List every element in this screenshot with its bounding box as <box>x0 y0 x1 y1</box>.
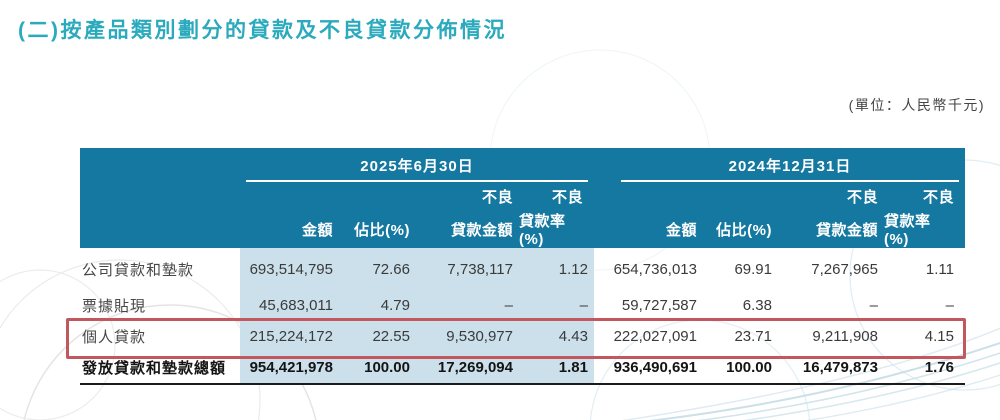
col-header-npl-ratio: 貸款率(%) <box>884 213 931 248</box>
table-header: 2025年6月30日 2024年12月31日 不良 不良 不良 不良 金額 佔比… <box>80 148 965 248</box>
table-cell: 4.43 <box>519 320 594 352</box>
table-body: 公司貸款和墊款 693,514,795 72.66 7,738,117 1.12… <box>80 248 965 385</box>
loan-distribution-table: 2025年6月30日 2024年12月31日 不良 不良 不良 不良 金額 佔比… <box>66 148 966 385</box>
header-gap <box>594 210 615 248</box>
table-cell: 72.66 <box>339 248 416 290</box>
table-cell: 16,479,873 <box>778 352 884 385</box>
table-cell: 100.00 <box>703 352 778 385</box>
table-cell: 215,224,172 <box>240 320 339 352</box>
col-header-npl-amount: 貸款金額 <box>450 221 513 239</box>
page-title: (二)按產品類別劃分的貸款及不良貸款分佈情況 <box>18 19 507 42</box>
table-cell: – <box>519 290 594 320</box>
table-cell: 1.12 <box>519 248 594 290</box>
table-cell: 7,738,117 <box>416 248 519 290</box>
table-cell: 954,421,978 <box>240 352 339 385</box>
table-cell: 936,490,691 <box>614 352 703 385</box>
table-cell: – <box>869 296 878 314</box>
table-cell: 1.76 <box>884 352 965 385</box>
table-cell: 693,514,795 <box>240 248 339 290</box>
col-header-npl-ratio: 貸款率(%) <box>519 213 566 248</box>
gap-cell <box>594 352 615 385</box>
table-cell: 1.81 <box>519 352 594 385</box>
table-cell: 59,727,587 <box>621 296 697 314</box>
table-cell: 4.79 <box>339 290 416 320</box>
table-cell: 222,027,091 <box>613 327 697 345</box>
header-spacer <box>80 210 240 248</box>
row-label-bill-discounting: 票據貼現 <box>82 297 147 315</box>
col-header-npl-prefix: 不良 <box>481 188 513 206</box>
table-cell: 9,211,908 <box>812 327 878 345</box>
gap-cell <box>594 248 615 290</box>
table-cell: 1.11 <box>925 260 954 278</box>
table-cell: 100.00 <box>339 352 416 385</box>
col-header-amount: 金額 <box>665 221 697 239</box>
table-cell: 9,530,977 <box>416 320 519 352</box>
header-gap <box>594 148 615 182</box>
gap-cell <box>594 290 615 320</box>
row-label-total-loans: 發放貸款和墊款總額 <box>80 352 240 385</box>
row-label-personal-loans: 個人貸款 <box>82 328 147 346</box>
period-header-2025: 2025年6月30日 <box>240 148 594 182</box>
col-header-share: 佔比(%) <box>716 221 772 239</box>
period-header-2024: 2024年12月31日 <box>615 148 965 182</box>
col-header-npl-prefix: 不良 <box>846 188 878 206</box>
table-cell: – <box>945 296 954 314</box>
table-cell: 7,267,965 <box>811 260 878 278</box>
header-spacer <box>80 148 240 182</box>
col-header-npl-prefix: 不良 <box>922 188 954 206</box>
table-cell: – <box>416 290 519 320</box>
table-cell: 22.55 <box>339 320 416 352</box>
header-spacer <box>594 182 778 210</box>
table-cell: 4.15 <box>924 327 954 345</box>
header-spacer <box>80 182 416 210</box>
table-cell: 23.71 <box>734 327 772 345</box>
table-cell: 69.91 <box>734 260 772 278</box>
col-header-share: 佔比(%) <box>354 221 410 239</box>
row-label-corporate-loans: 公司貸款和墊款 <box>82 261 195 279</box>
table-cell: 6.38 <box>742 296 772 314</box>
gap-cell <box>594 320 615 352</box>
col-header-npl-prefix: 不良 <box>551 188 583 206</box>
unit-note: (單位：人民幣千元) <box>848 97 985 113</box>
table-cell: 654,736,013 <box>613 260 697 278</box>
col-header-amount: 金額 <box>301 221 333 239</box>
table-cell: 45,683,011 <box>240 290 339 320</box>
col-header-npl-amount: 貸款金額 <box>815 221 878 239</box>
table-cell: 17,269,094 <box>416 352 519 385</box>
